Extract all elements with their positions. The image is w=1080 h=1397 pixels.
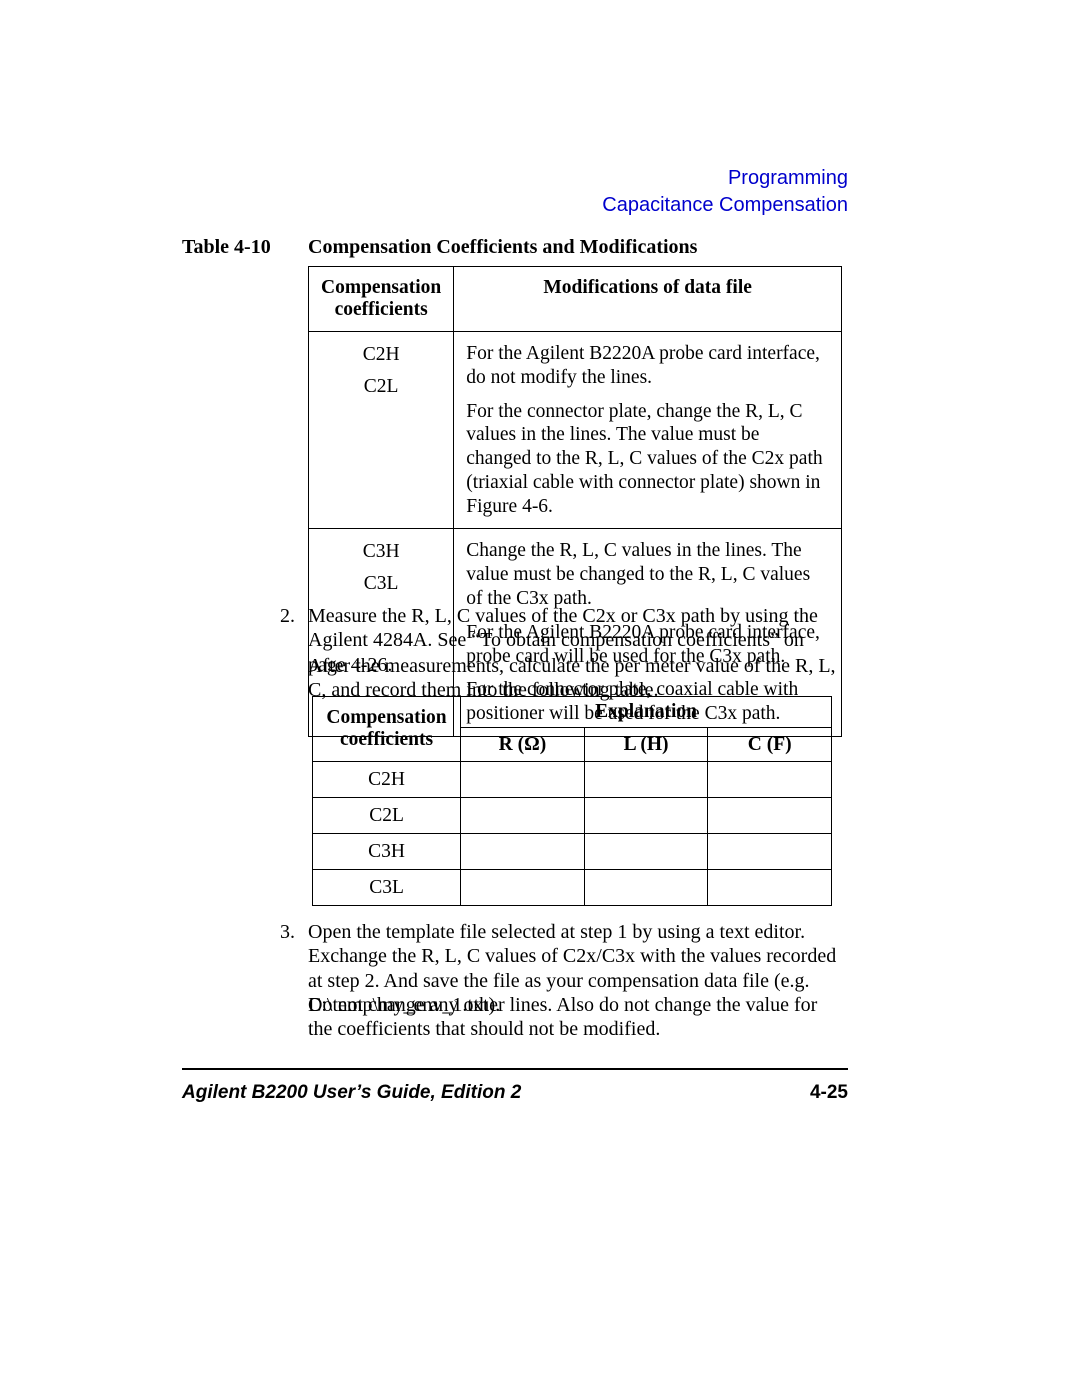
t2-sub-r: R (Ω) [461, 728, 585, 762]
t2-coeff: C2H [313, 762, 461, 798]
t2-sub-c: C (F) [708, 728, 832, 762]
page-header: Programming Capacitance Compensation [602, 165, 848, 219]
table-explanation: Compensation coefficients Explanation R … [312, 696, 832, 906]
t2-sub-l: L (H) [584, 728, 708, 762]
footer-title: Agilent B2200 User’s Guide, Edition 2 [182, 1082, 521, 1104]
step-text: Do not change any other lines. Also do n… [308, 994, 817, 1040]
t2-cell-empty [461, 762, 585, 798]
table-row: C2L [313, 798, 832, 834]
mod-paragraph: Change the R, L, C values in the lines. … [466, 539, 829, 610]
t2-cell-empty [584, 798, 708, 834]
footer-page-number: 4-25 [810, 1082, 848, 1104]
table-row: C2H C2L For the Agilent B2220A probe car… [309, 332, 842, 529]
table-row: C3L [313, 870, 832, 906]
t2-coeff: C3L [313, 870, 461, 906]
list-marker: 3. [280, 920, 295, 944]
list-marker: 2. [280, 604, 295, 628]
t2-cell-empty [584, 762, 708, 798]
t2-header-expl: Explanation [461, 697, 832, 728]
t2-cell-empty [708, 798, 832, 834]
header-line-programming: Programming [602, 165, 848, 192]
step-text: After the measurements, calculate the pe… [308, 655, 836, 701]
table-label: Table 4-10 [182, 236, 271, 259]
t2-coeff: C2L [313, 798, 461, 834]
t1-mod-cell: For the Agilent B2220A probe card interf… [454, 332, 842, 529]
t1-header-mod: Modifications of data file [454, 267, 842, 332]
table-caption: Compensation Coefficients and Modificati… [308, 236, 697, 259]
coeff-label: C3L [321, 573, 441, 595]
t1-coeff-cell: C2H C2L [309, 332, 454, 529]
t2-cell-empty [461, 870, 585, 906]
t2-cell-empty [708, 870, 832, 906]
t2-cell-empty [461, 798, 585, 834]
table-row: C3H [313, 834, 832, 870]
coeff-label: C2H [321, 344, 441, 366]
coeff-label: C2L [321, 376, 441, 398]
step-3-cont: Do not change any other lines. Also do n… [308, 993, 842, 1042]
t2-cell-empty [708, 762, 832, 798]
mod-paragraph: For the connector plate, change the R, L… [466, 400, 829, 519]
footer-rule [182, 1068, 848, 1070]
t2-cell-empty [584, 870, 708, 906]
t1-header-coeff: Compensation coefficients [309, 267, 454, 332]
header-line-section: Capacitance Compensation [602, 192, 848, 219]
coeff-label: C3H [321, 541, 441, 563]
page: Programming Capacitance Compensation Tab… [0, 0, 1080, 1397]
t2-cell-empty [708, 834, 832, 870]
mod-paragraph: For the Agilent B2220A probe card interf… [466, 342, 829, 390]
t2-cell-empty [461, 834, 585, 870]
t2-cell-empty [584, 834, 708, 870]
t2-coeff: C3H [313, 834, 461, 870]
t2-header-coeff: Compensation coefficients [313, 697, 461, 762]
table-row: C2H [313, 762, 832, 798]
